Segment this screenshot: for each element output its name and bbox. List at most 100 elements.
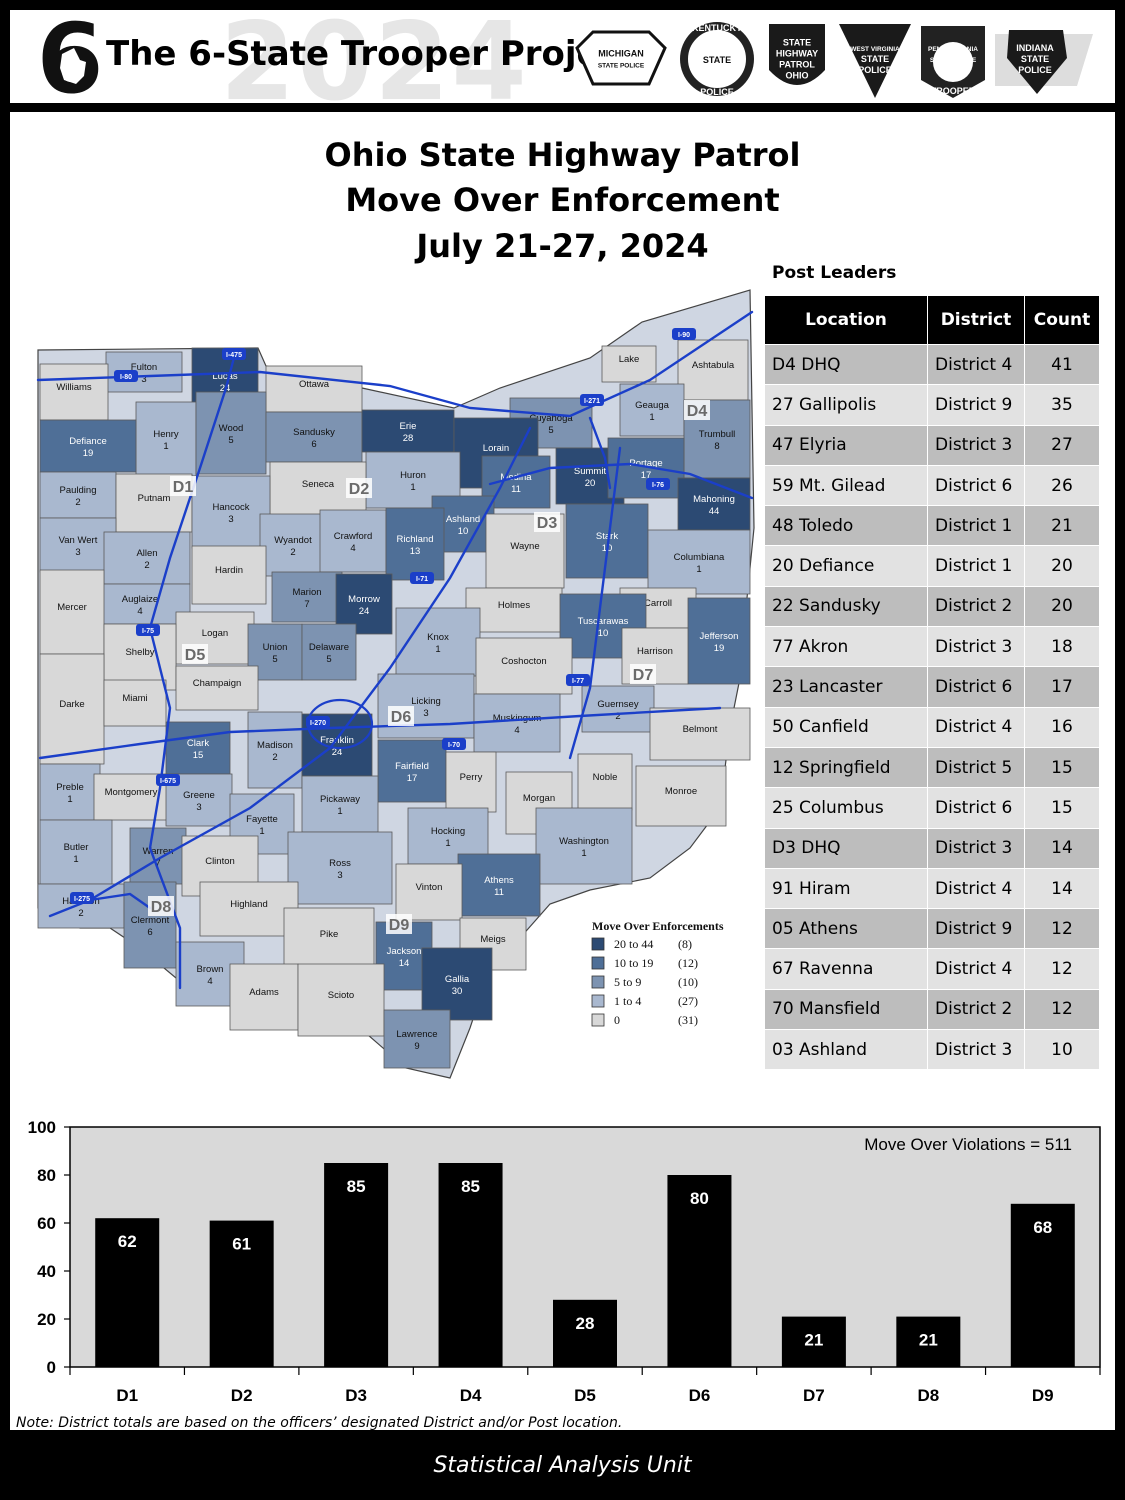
county-name: Tuscarawas — [578, 616, 629, 627]
county-coshocton: Coshocton — [475, 637, 573, 695]
county-count: 5 — [272, 654, 277, 665]
table-header-row: Location District Count — [764, 295, 1100, 345]
county-name: Champaign — [193, 678, 242, 689]
county-name: Darke — [59, 699, 84, 710]
county-name: Paulding — [60, 485, 97, 496]
x-tick-label: D8 — [917, 1386, 939, 1405]
county-name: Cuyahoga — [529, 413, 573, 424]
county-holmes: Holmes — [465, 587, 563, 633]
cell-count: 12 — [1024, 988, 1100, 1031]
county-count: 1 — [410, 482, 415, 493]
county-name: Delaware — [309, 642, 349, 653]
county-name: Brown — [197, 964, 224, 975]
interstate-line — [148, 348, 238, 990]
cell-count: 41 — [1024, 343, 1100, 386]
table-row: D3 DHQ District 3 14 — [764, 827, 1100, 869]
county-shape — [297, 963, 385, 1037]
table-row: 22 Sandusky District 2 20 — [764, 585, 1100, 628]
interstate-line — [48, 892, 152, 918]
county-noble: Noble — [577, 753, 633, 811]
county-name: Hancock — [213, 502, 250, 513]
county-perry: Perry — [445, 751, 497, 813]
bar-value-label: 61 — [232, 1235, 251, 1254]
county-name: Sandusky — [293, 427, 335, 438]
legend-count: (27) — [678, 994, 698, 1008]
district-label-d5: D5 — [182, 644, 208, 664]
cell-district: District 4 — [927, 867, 1025, 910]
county-name: Marion — [292, 587, 321, 598]
county-name: Warren — [143, 846, 174, 857]
cell-district: District 4 — [927, 948, 1025, 990]
county-shape — [191, 545, 267, 605]
county-name: Fayette — [246, 814, 278, 825]
county-name: Wyandot — [274, 535, 312, 546]
cell-count: 20 — [1024, 585, 1100, 628]
county-shape — [535, 807, 633, 885]
county-name: Butler — [64, 842, 89, 853]
county-name: Noble — [593, 772, 618, 783]
cell-location: 59 Mt. Gilead — [764, 464, 928, 507]
legend-swatch — [591, 1013, 605, 1027]
county-count: 17 — [641, 470, 652, 481]
district-label-d7: D7 — [630, 664, 656, 684]
county-name: Van Wert — [59, 535, 98, 546]
interstate-shield-icon: I-270 — [306, 716, 330, 728]
county-count: 7 — [304, 599, 309, 610]
county-name: Pike — [320, 929, 338, 940]
county-shape — [37, 883, 125, 929]
county-ottawa: Ottawa — [265, 365, 363, 413]
county-count: 1 — [163, 441, 168, 452]
badge-text: STATE — [783, 38, 811, 48]
county-count: 2 — [144, 560, 149, 571]
table-row: 59 Mt. Gilead District 6 26 — [764, 464, 1100, 507]
county-name: Belmont — [683, 724, 718, 735]
county-count: 7 — [155, 858, 160, 869]
bar-value-label: 85 — [347, 1177, 366, 1196]
page-title-line1: Ohio State Highway Patrol — [324, 136, 801, 174]
county-shape — [677, 339, 749, 401]
table-row: 91 Hiram District 4 14 — [764, 867, 1100, 910]
bar-value-label: 80 — [690, 1189, 709, 1208]
interstate-line — [488, 462, 754, 500]
county-name: Fulton — [131, 362, 157, 373]
interstate-label: I-71 — [416, 576, 428, 583]
interstate-label: I-675 — [160, 778, 176, 785]
legend-count: (31) — [678, 1013, 698, 1027]
column-header-count: Count — [1024, 295, 1100, 345]
table-row: 12 Springfield District 5 15 — [764, 746, 1100, 789]
interstate-shield-icon: I-76 — [646, 478, 670, 490]
badge-text: POLICE — [700, 87, 734, 97]
county-shape — [581, 685, 655, 733]
county-count: 4 — [137, 606, 142, 617]
cell-district: District 3 — [927, 1029, 1025, 1071]
svg-text:D4: D4 — [687, 403, 708, 420]
county-name: Wood — [219, 423, 244, 434]
county-belmont: Belmont — [649, 707, 751, 761]
cell-count: 10 — [1024, 1029, 1100, 1071]
interstate-line — [38, 706, 722, 760]
cell-location: 50 Canfield — [764, 706, 928, 748]
cell-location: 77 Akron — [764, 626, 928, 668]
county-count: 1 — [581, 848, 586, 859]
cell-location: D4 DHQ — [764, 343, 928, 386]
svg-text:D7: D7 — [633, 667, 654, 684]
table-row: 05 Athens District 9 12 — [764, 908, 1100, 950]
bar-d1 — [95, 1218, 160, 1367]
county-name: Preble — [56, 782, 83, 793]
county-shape — [395, 607, 481, 677]
interstate-shield-icon: I-70 — [442, 738, 466, 750]
county-shape — [565, 503, 649, 579]
table-row: 50 Canfield District 4 16 — [764, 706, 1100, 748]
svg-text:D9: D9 — [389, 917, 410, 934]
project-6-logo-icon: 6 — [37, 14, 104, 102]
county-count: 6 — [147, 927, 152, 938]
cell-count: 12 — [1024, 948, 1100, 990]
